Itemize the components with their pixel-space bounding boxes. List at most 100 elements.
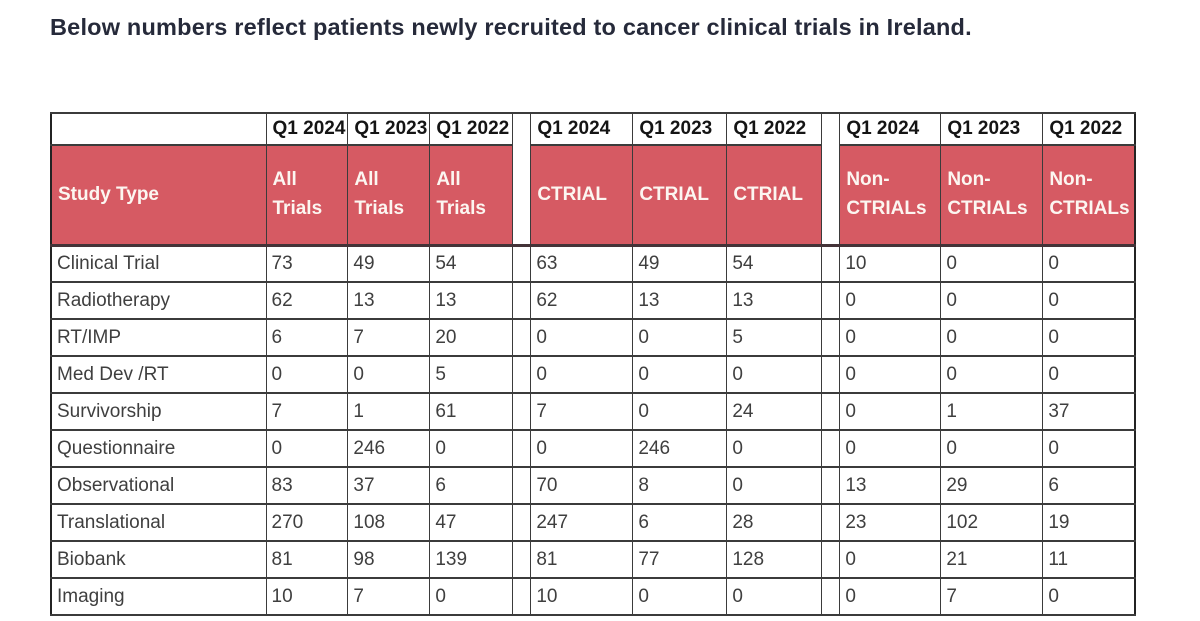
data-cell-ctrial: 247 (530, 503, 634, 542)
data-cell-all_trials: 54 (429, 244, 514, 283)
data-cell-non_ctrials: 7 (940, 577, 1044, 616)
data-cell-non_ctrials: 19 (1042, 503, 1136, 542)
group-subheader-cell-all_trials: All Trials (347, 144, 431, 247)
data-cell-all_trials: 0 (265, 429, 349, 468)
data-cell-ctrial: 0 (530, 318, 634, 357)
data-cell-all_trials: 20 (429, 318, 514, 357)
data-cell-non_ctrials: 21 (940, 540, 1044, 579)
period-header-cell: Q1 2024 (839, 112, 942, 146)
table-row: Clinical Trial 73 49 54 63 49 54 10 0 0 (50, 244, 1136, 283)
data-cell-all_trials: 62 (265, 281, 349, 320)
data-cell-non_ctrials: 0 (1042, 318, 1136, 357)
data-cell-ctrial: 10 (530, 577, 634, 616)
data-cell-ctrial: 13 (726, 281, 823, 320)
row-spacer-cell (512, 577, 532, 616)
row-spacer-cell (821, 429, 841, 468)
row-spacer-cell (821, 503, 841, 542)
table-row: Survivorship 7 1 61 7 0 24 0 1 37 (50, 392, 1136, 431)
table-row: Imaging 10 7 0 10 0 0 0 7 0 (50, 577, 1136, 616)
data-cell-ctrial: 62 (530, 281, 634, 320)
data-cell-ctrial: 246 (632, 429, 728, 468)
row-label: Questionnaire (50, 429, 267, 468)
period-header-row: Q1 2024 Q1 2023 Q1 2022 Q1 2024 Q1 2023 Q1 20… (50, 112, 1136, 247)
data-cell-non_ctrials: 0 (1042, 244, 1136, 283)
data-cell-non_ctrials: 0 (839, 392, 942, 431)
blank-header-cell (50, 112, 267, 146)
data-cell-non_ctrials: 0 (940, 355, 1044, 394)
row-label: Med Dev /RT (50, 355, 267, 394)
period-header-cell: Q1 2024 (265, 112, 349, 146)
data-cell-all_trials: 108 (347, 503, 431, 542)
table-row: Radiotherapy 62 13 13 62 13 13 0 0 0 (50, 281, 1136, 320)
data-cell-ctrial: 128 (726, 540, 823, 579)
period-header-cell: Q1 2024 (530, 112, 634, 146)
data-cell-ctrial: 5 (726, 318, 823, 357)
group-subheader-cell-all_trials: All Trials (265, 144, 349, 247)
row-label: Radiotherapy (50, 281, 267, 320)
group-header-row: Study Type All Trials All Trials All Trial… (50, 144, 1136, 247)
group-subheader-cell-ctrial: CTRIAL (632, 144, 728, 247)
data-cell-non_ctrials: 0 (839, 577, 942, 616)
group-subheader-cell-non_ctrials: Non-CTRIALs (1042, 144, 1136, 247)
data-cell-non_ctrials: 0 (940, 429, 1044, 468)
data-cell-all_trials: 49 (347, 244, 431, 283)
data-cell-all_trials: 7 (265, 392, 349, 431)
row-label: RT/IMP (50, 318, 267, 357)
period-header-cell: Q1 2023 (347, 112, 431, 146)
data-cell-ctrial: 8 (632, 466, 728, 505)
period-header-cell: Q1 2022 (726, 112, 823, 146)
trials-table: Q1 2024 Q1 2023 Q1 2022 Q1 2024 Q1 2023 Q1 20… (50, 112, 1136, 616)
data-cell-all_trials: 139 (429, 540, 514, 579)
period-header-cell: Q1 2022 (1042, 112, 1136, 146)
study-type-header: Study Type (50, 144, 267, 247)
row-spacer-cell (512, 244, 532, 283)
data-cell-non_ctrials: 0 (839, 540, 942, 579)
data-cell-ctrial: 81 (530, 540, 634, 579)
data-cell-non_ctrials: 10 (839, 244, 942, 283)
data-cell-non_ctrials: 0 (1042, 281, 1136, 320)
data-cell-ctrial: 0 (726, 466, 823, 505)
data-cell-ctrial: 0 (632, 318, 728, 357)
data-cell-non_ctrials: 6 (1042, 466, 1136, 505)
data-cell-non_ctrials: 37 (1042, 392, 1136, 431)
table-row: Med Dev /RT 0 0 5 0 0 0 0 0 0 (50, 355, 1136, 394)
data-cell-non_ctrials: 0 (839, 355, 942, 394)
group-subheader-cell-ctrial: CTRIAL (726, 144, 823, 247)
row-spacer-cell (821, 540, 841, 579)
data-cell-ctrial: 13 (632, 281, 728, 320)
row-spacer-cell (821, 392, 841, 431)
table-row: Translational 270 108 47 247 6 28 23 102 19 (50, 503, 1136, 542)
row-label: Biobank (50, 540, 267, 579)
data-cell-ctrial: 0 (726, 429, 823, 468)
data-cell-all_trials: 61 (429, 392, 514, 431)
data-cell-ctrial: 0 (530, 429, 634, 468)
data-cell-all_trials: 81 (265, 540, 349, 579)
table-row: Biobank 81 98 139 81 77 128 0 21 11 (50, 540, 1136, 579)
group-subheader-cell-all_trials: All Trials (429, 144, 514, 247)
data-cell-all_trials: 47 (429, 503, 514, 542)
data-cell-ctrial: 0 (632, 577, 728, 616)
data-cell-ctrial: 0 (726, 355, 823, 394)
data-cell-non_ctrials: 0 (839, 429, 942, 468)
data-cell-ctrial: 0 (726, 577, 823, 616)
period-header-cell: Q1 2023 (632, 112, 728, 146)
data-cell-non_ctrials: 1 (940, 392, 1044, 431)
data-cell-all_trials: 1 (347, 392, 431, 431)
table-row: RT/IMP 6 7 20 0 0 5 0 0 0 (50, 318, 1136, 357)
row-spacer-cell (512, 318, 532, 357)
data-cell-ctrial: 0 (632, 392, 728, 431)
group-subheader-cell-non_ctrials: Non-CTRIALs (839, 144, 942, 247)
table-row: Observational 83 37 6 70 8 0 13 29 6 (50, 466, 1136, 505)
data-cell-all_trials: 13 (429, 281, 514, 320)
data-cell-all_trials: 5 (429, 355, 514, 394)
data-cell-all_trials: 0 (429, 577, 514, 616)
data-cell-ctrial: 24 (726, 392, 823, 431)
data-cell-ctrial: 28 (726, 503, 823, 542)
data-cell-all_trials: 6 (265, 318, 349, 357)
period-header-cell: Q1 2023 (940, 112, 1044, 146)
data-cell-all_trials: 73 (265, 244, 349, 283)
group-spacer-cell (821, 112, 841, 247)
data-cell-all_trials: 0 (429, 429, 514, 468)
data-cell-all_trials: 7 (347, 318, 431, 357)
